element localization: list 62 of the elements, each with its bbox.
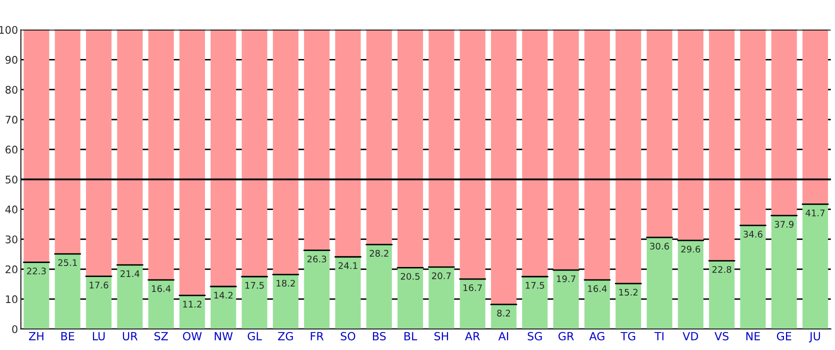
data-label: 25.1 (58, 259, 77, 266)
x-tick-label: NW (214, 332, 233, 340)
x-tick-label: TI (654, 332, 664, 340)
x-tick-label: AI (498, 332, 508, 340)
data-label: 16.4 (588, 285, 607, 292)
x-tick-label: NE (746, 332, 760, 340)
x-tick-label: GL (248, 332, 262, 340)
x-tick-label: SO (340, 332, 356, 340)
data-label: 14.2 (214, 292, 233, 299)
data-label: 29.6 (681, 246, 700, 253)
x-tick-label: SZ (154, 332, 168, 340)
x-tick-label: BE (61, 332, 74, 340)
y-tick-label: 60 (6, 146, 18, 154)
data-label: 17.5 (526, 282, 544, 289)
y-tick-label: 50 (6, 176, 18, 184)
y-tick-label: 20 (6, 265, 18, 274)
y-tick-label: 70 (6, 116, 18, 124)
data-label: 22.3 (27, 268, 46, 274)
y-tick-label: 40 (5, 206, 18, 214)
data-label: 18.2 (276, 280, 295, 287)
data-label: 19.7 (556, 275, 576, 282)
y-tick-label: 90 (6, 56, 18, 64)
data-label: 8.2 (497, 310, 510, 317)
x-tick-label: AG (589, 332, 604, 340)
data-label: 16.4 (152, 285, 171, 292)
data-label: 20.5 (400, 272, 420, 280)
x-tick-label: ZG (278, 332, 293, 340)
x-tick-label: AR (465, 332, 480, 340)
data-label: 21.4 (120, 270, 140, 277)
y-tick-label: 80 (6, 86, 18, 94)
data-label: 16.7 (464, 284, 482, 292)
x-tick-label: GE (776, 332, 792, 340)
x-tick-label: SH (434, 332, 448, 340)
x-tick-label: LU (92, 332, 105, 340)
data-label: 22.8 (712, 266, 732, 273)
data-label: 20.7 (432, 272, 451, 280)
data-label: 17.6 (90, 282, 108, 288)
data-label: 11.2 (183, 300, 202, 308)
x-tick-label: BS (372, 332, 386, 340)
x-tick-label: FR (310, 332, 324, 340)
data-label: 24.1 (338, 262, 358, 269)
data-label: 26.3 (307, 256, 326, 262)
x-tick-label: VD (682, 332, 698, 340)
data-label: 30.6 (650, 242, 669, 250)
x-tick-label: VS (714, 332, 728, 340)
x-tick-label: ZH (28, 332, 44, 340)
y-tick-label: 30 (6, 235, 18, 244)
y-tick-label: 0 (12, 325, 18, 334)
data-label: 17.5 (245, 282, 264, 289)
x-tick-label: OW (182, 332, 202, 340)
x-tick-label: UR (122, 332, 138, 340)
data-label: 41.7 (806, 210, 825, 216)
x-tick-label: JU (808, 332, 820, 342)
x-tick-label: BL (404, 332, 418, 340)
data-label: 37.9 (774, 220, 794, 228)
x-tick-label: GR (558, 332, 574, 340)
x-tick-label: SG (528, 332, 542, 340)
x-tick-label: TG (620, 332, 636, 340)
data-label: 15.2 (619, 288, 638, 296)
data-label: 28.2 (370, 250, 388, 257)
y-tick-label: 10 (6, 295, 18, 304)
data-label: 34.6 (744, 230, 762, 238)
